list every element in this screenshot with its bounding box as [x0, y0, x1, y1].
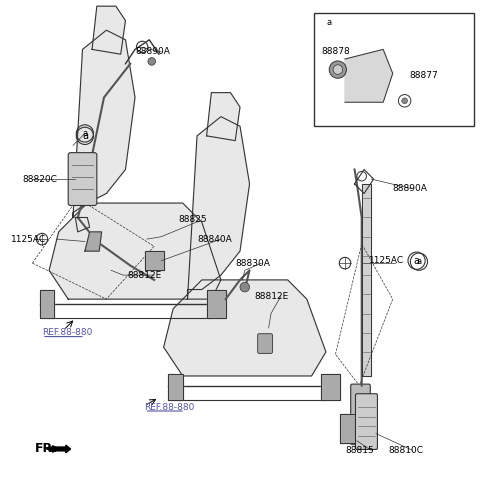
FancyBboxPatch shape	[258, 334, 273, 354]
Circle shape	[402, 98, 408, 104]
Text: 88840A: 88840A	[197, 235, 232, 243]
Circle shape	[333, 65, 343, 74]
Text: a: a	[82, 131, 88, 141]
Polygon shape	[39, 289, 54, 318]
Polygon shape	[345, 49, 393, 102]
Polygon shape	[73, 30, 135, 217]
FancyBboxPatch shape	[351, 384, 370, 445]
Polygon shape	[92, 6, 125, 54]
Circle shape	[240, 283, 250, 292]
Polygon shape	[49, 445, 71, 453]
FancyBboxPatch shape	[68, 153, 97, 205]
Text: 88810C: 88810C	[388, 446, 423, 455]
Polygon shape	[188, 116, 250, 299]
Text: 1125AC: 1125AC	[369, 256, 404, 265]
FancyBboxPatch shape	[314, 14, 474, 126]
Text: 1125AC: 1125AC	[11, 235, 46, 243]
Text: 88890A: 88890A	[135, 47, 170, 57]
Text: 88877: 88877	[409, 71, 438, 80]
Text: a: a	[83, 129, 87, 138]
Polygon shape	[362, 184, 371, 376]
Text: REF.88-880: REF.88-880	[42, 328, 92, 337]
Circle shape	[329, 61, 347, 78]
Polygon shape	[85, 232, 102, 251]
Text: 88812E: 88812E	[254, 292, 288, 301]
Text: a: a	[326, 18, 331, 28]
Text: 88815: 88815	[345, 446, 374, 455]
Text: 88812E: 88812E	[128, 270, 162, 280]
Text: 88830A: 88830A	[235, 258, 270, 268]
Polygon shape	[340, 414, 355, 443]
FancyBboxPatch shape	[356, 394, 377, 450]
Polygon shape	[206, 289, 226, 318]
Text: FR.: FR.	[35, 442, 58, 455]
Text: a: a	[416, 257, 421, 266]
Circle shape	[148, 57, 156, 65]
Polygon shape	[321, 373, 340, 400]
Polygon shape	[206, 93, 240, 141]
Polygon shape	[144, 251, 164, 270]
Text: 88878: 88878	[321, 47, 350, 57]
Polygon shape	[164, 280, 326, 376]
Text: 88890A: 88890A	[393, 184, 428, 193]
Text: REF.88-880: REF.88-880	[144, 403, 195, 412]
Text: 88825: 88825	[178, 215, 206, 225]
Text: a: a	[414, 256, 420, 266]
Text: 88820C: 88820C	[23, 174, 58, 184]
Polygon shape	[49, 203, 221, 299]
Polygon shape	[168, 373, 183, 400]
